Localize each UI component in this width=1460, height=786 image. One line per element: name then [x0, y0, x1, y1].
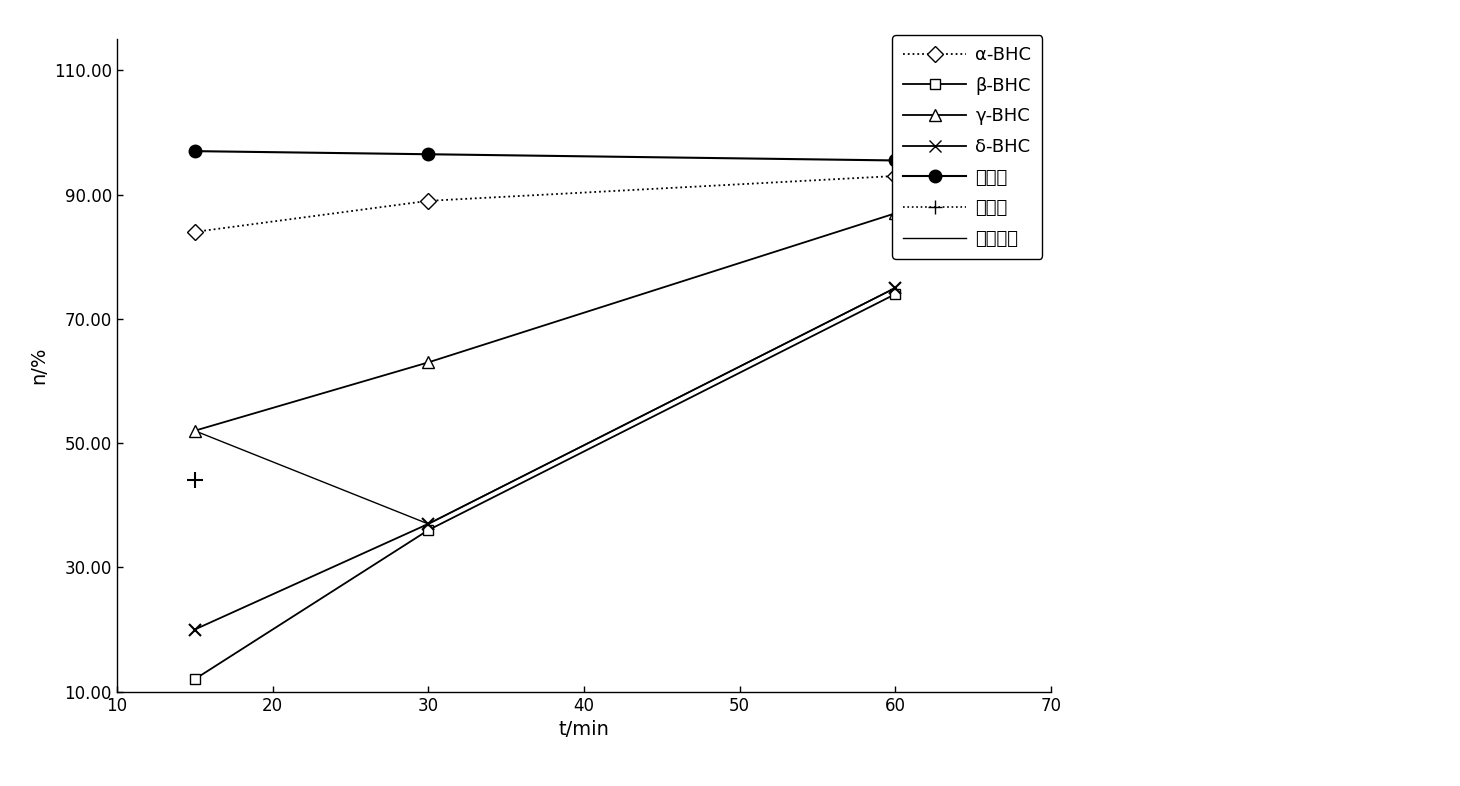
Legend: α-BHC, β-BHC, γ-BHC, δ-BHC, 艾氏剂, 狗氏剂, 异狗氏剂: α-BHC, β-BHC, γ-BHC, δ-BHC, 艾氏剂, 狗氏剂, 异狗…	[892, 35, 1042, 259]
X-axis label: t/min: t/min	[559, 720, 609, 739]
Y-axis label: n/%: n/%	[29, 347, 48, 384]
